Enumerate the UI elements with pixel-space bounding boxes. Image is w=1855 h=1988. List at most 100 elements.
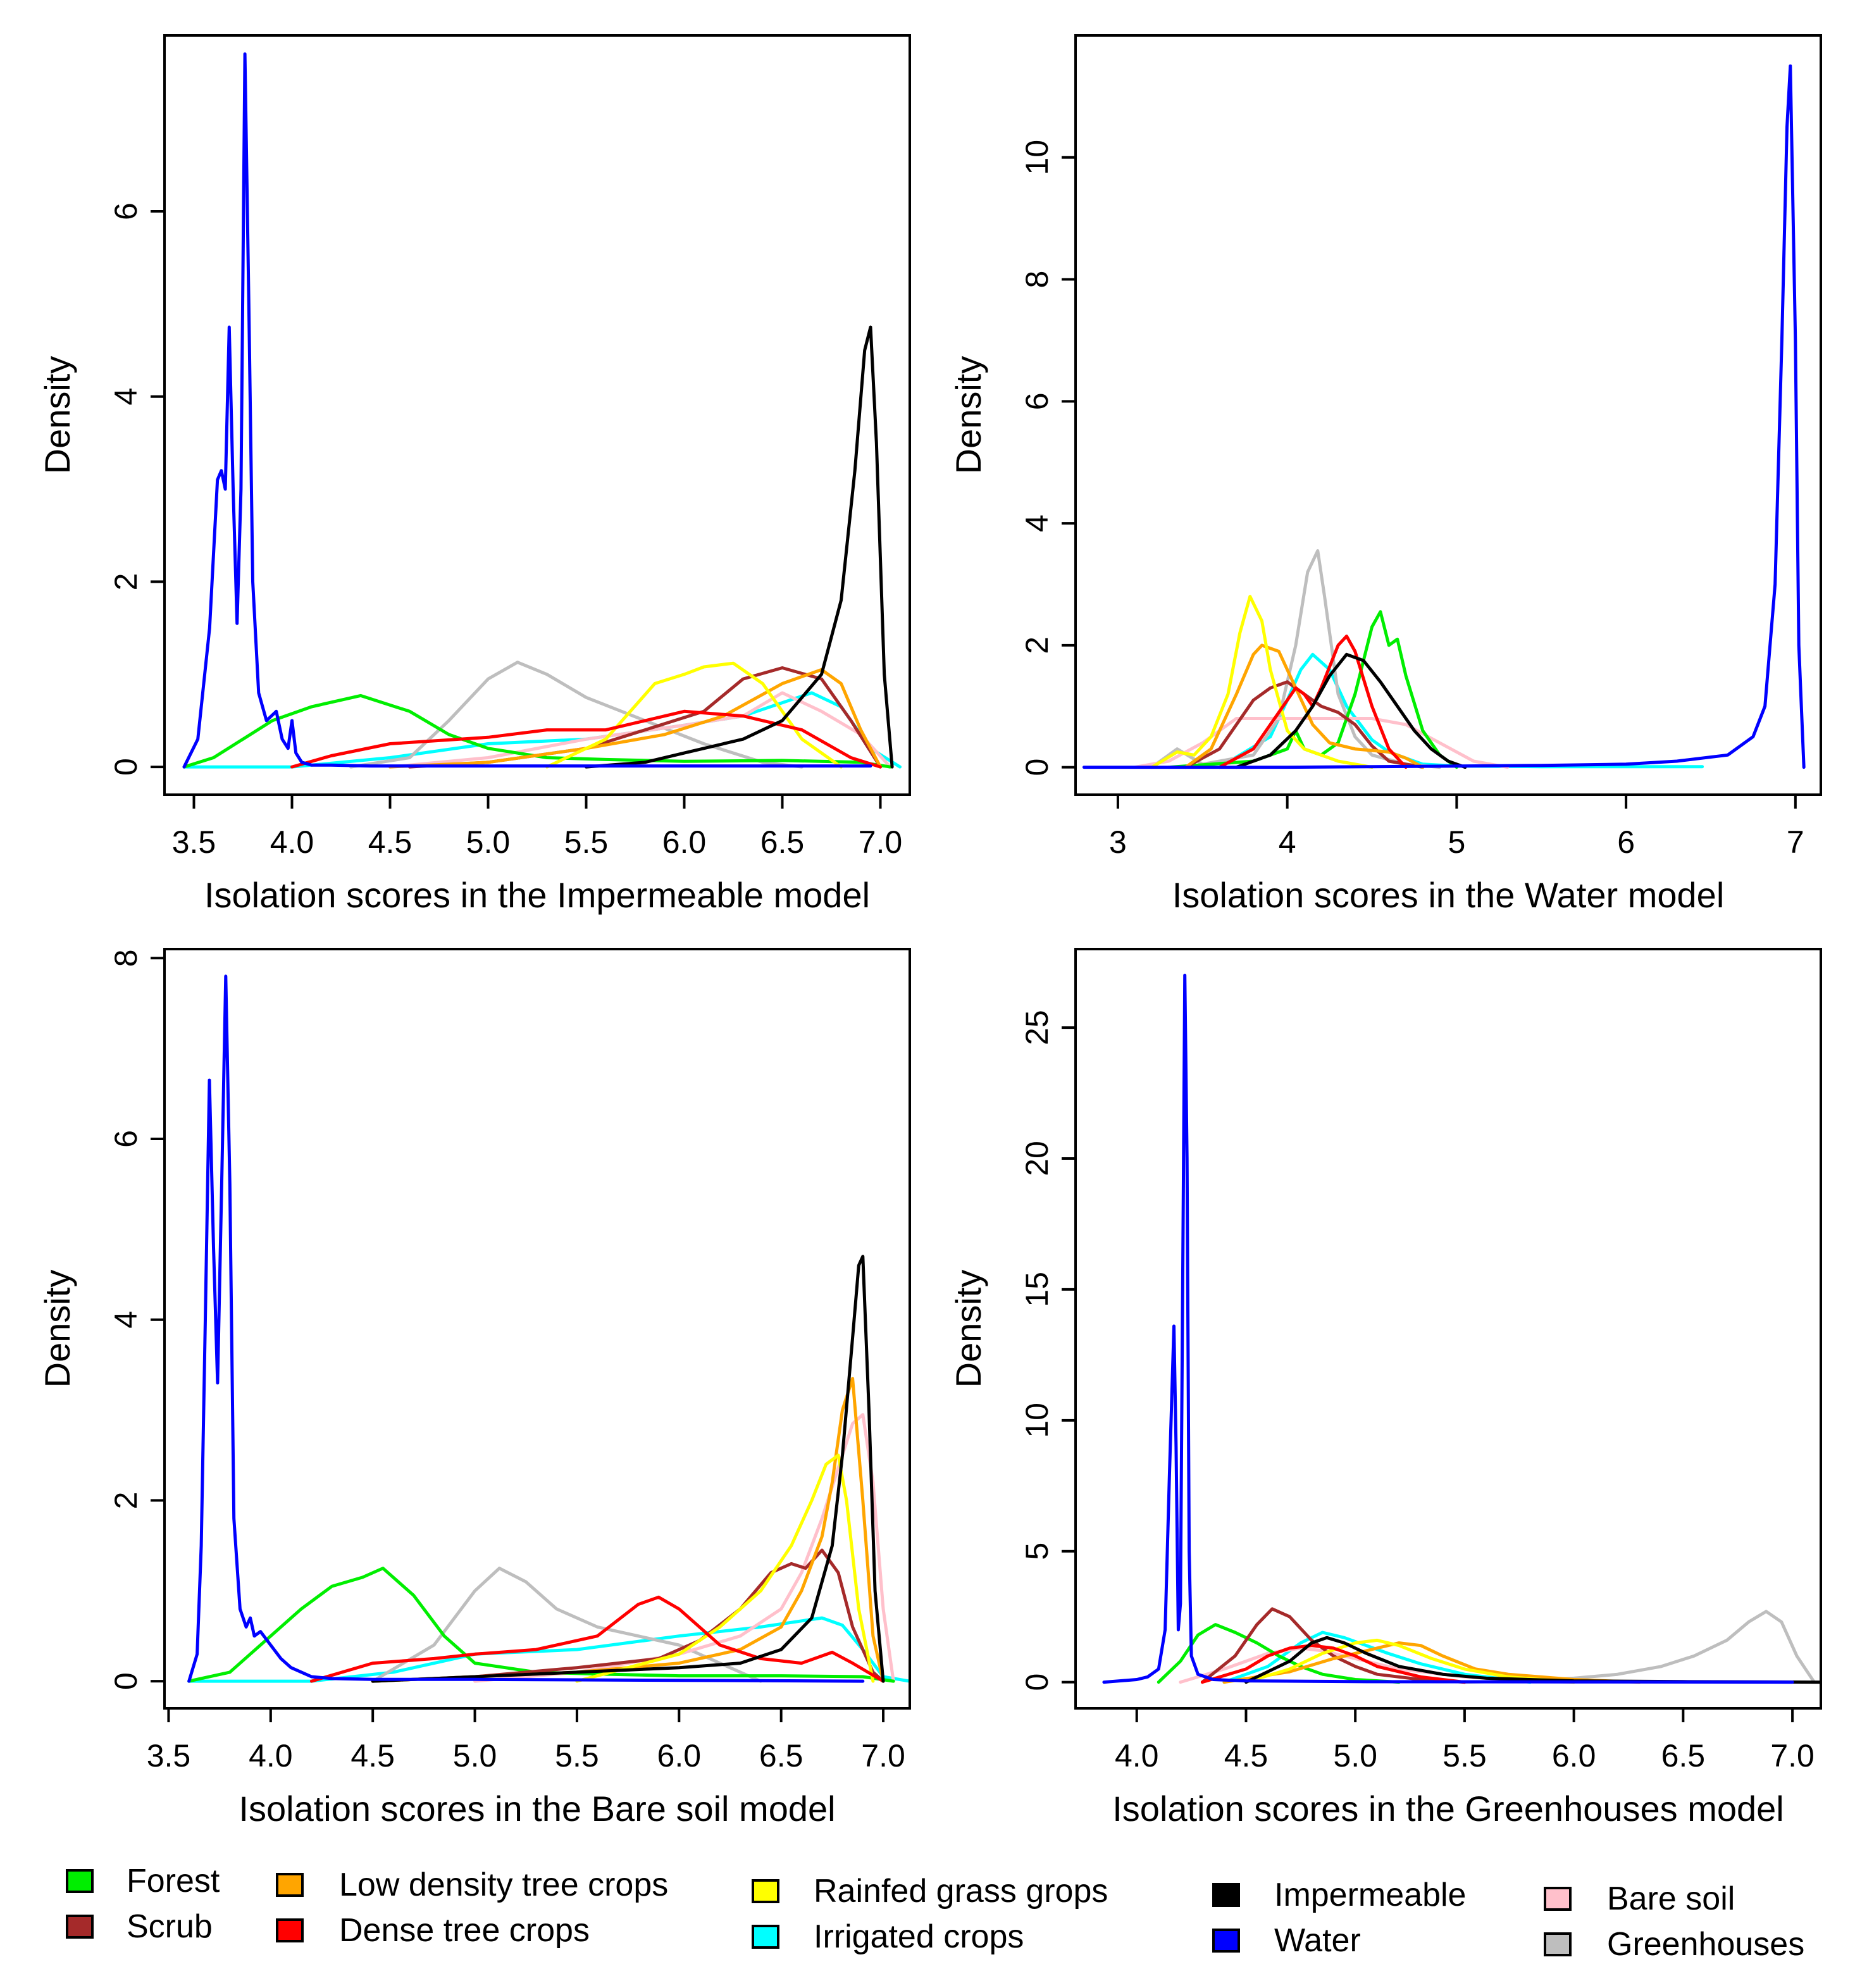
y-axis-label: Density xyxy=(948,1270,988,1388)
series-line-impermeable xyxy=(1234,652,1467,769)
x-tick-label: 5.0 xyxy=(1333,1738,1377,1774)
x-tick-label: 6.0 xyxy=(1552,1738,1596,1774)
series-line-dense-tree-crops xyxy=(309,1595,885,1683)
legend-label-low-density-tree-crops: Low density tree crops xyxy=(339,1867,668,1903)
x-tick-label: 5.0 xyxy=(453,1738,497,1774)
y-tick-label: 0 xyxy=(1019,1674,1055,1691)
x-axis-label: Isolation scores in the Bare soil model xyxy=(239,1789,835,1829)
x-tick-label: 6.5 xyxy=(759,1738,803,1774)
x-tick-label: 6.0 xyxy=(662,824,707,860)
x-tick-label: 5.5 xyxy=(564,824,609,860)
legend: Forest Scrub Low density tree crops Dens… xyxy=(66,1863,1804,1963)
series-line-dense-tree-crops xyxy=(290,709,882,769)
legend-label-scrub: Scrub xyxy=(127,1908,213,1945)
y-tick-label: 10 xyxy=(1019,140,1055,175)
legend-swatch-water xyxy=(1212,1929,1240,1953)
x-tick-label: 3 xyxy=(1109,824,1127,860)
y-tick-label: 2 xyxy=(108,573,144,591)
x-tick-label: 5.5 xyxy=(555,1738,599,1774)
y-tick-label: 6 xyxy=(108,202,144,220)
x-tick-label: 3.5 xyxy=(172,824,216,860)
legend-label-forest: Forest xyxy=(127,1863,220,1899)
series-line-rainfed-grass-grops xyxy=(545,661,843,769)
x-tick-label: 6 xyxy=(1617,824,1635,860)
plot-frame xyxy=(1074,34,1822,796)
legend-swatch-impermeable xyxy=(1212,1883,1240,1907)
panel-impermeable: 3.5 4.0 4.5 5.0 5.5 6.0 6.5 7.0 0 2 4 6 Isolation sc… xyxy=(37,34,911,915)
legend-label-rainfed-grass-grops: Rainfed grass grops xyxy=(814,1873,1108,1910)
legend-label-greenhouses: Greenhouses xyxy=(1607,1926,1804,1963)
x-axis-label: Isolation scores in the Impermeable mode… xyxy=(204,875,870,915)
series-line-impermeable xyxy=(371,1255,885,1683)
plot-frame xyxy=(1074,948,1822,1710)
y-tick-label: 0 xyxy=(108,1672,144,1690)
series-group-water xyxy=(1082,64,1806,769)
y-tick-label: 15 xyxy=(1019,1272,1055,1307)
x-tick-label: 7.0 xyxy=(859,824,903,860)
series-line-scrub xyxy=(1200,1607,1467,1684)
y-tick-label: 6 xyxy=(1019,392,1055,410)
y-axis-label: Density xyxy=(37,356,77,475)
series-line-water xyxy=(182,52,872,769)
y-tick-label: 0 xyxy=(108,758,144,776)
series-line-scrub xyxy=(371,1548,885,1683)
y-tick-label: 6 xyxy=(108,1130,144,1148)
legend-swatch-forest xyxy=(66,1869,94,1893)
y-tick-label: 20 xyxy=(1019,1141,1055,1176)
x-tick-label: 6.5 xyxy=(1661,1738,1706,1774)
legend-label-irrigated-crops: Irrigated crops xyxy=(814,1918,1024,1955)
x-tick-label: 4.0 xyxy=(270,824,314,860)
panels: 3.5 4.0 4.5 5.0 5.5 6.0 6.5 7.0 0 2 4 6 Isolation sc… xyxy=(37,34,1822,1829)
x-tick-label: 7.0 xyxy=(1770,1738,1815,1774)
series-line-dense-tree-crops xyxy=(1200,1644,1467,1684)
series-line-rainfed-grass-grops xyxy=(1244,1638,1576,1684)
legend-swatch-dense-tree-crops xyxy=(276,1918,304,1942)
y-tick-label: 0 xyxy=(1019,759,1055,776)
legend-swatch-greenhouses xyxy=(1544,1932,1572,1956)
x-tick-label: 4.5 xyxy=(351,1738,395,1774)
x-tick-label: 6.0 xyxy=(657,1738,702,1774)
y-tick-label: 5 xyxy=(1019,1543,1055,1560)
series-group-bare-soil xyxy=(187,974,910,1683)
legend-label-dense-tree-crops: Dense tree crops xyxy=(339,1912,590,1949)
y-tick-label: 4 xyxy=(108,1311,144,1329)
x-tick-label: 4.0 xyxy=(249,1738,293,1774)
x-tick-label: 4.5 xyxy=(368,824,413,860)
x-tick-label: 4.0 xyxy=(1115,1738,1159,1774)
series-line-low-density-tree-crops xyxy=(1222,1641,1641,1684)
y-tick-label: 10 xyxy=(1019,1403,1055,1438)
x-axis-label: Isolation scores in the Water model xyxy=(1172,875,1725,915)
legend-swatch-low-density-tree-crops xyxy=(276,1873,304,1897)
x-tick-label: 7 xyxy=(1787,824,1804,860)
legend-label-bare-soil: Bare soil xyxy=(1607,1880,1735,1917)
plot-frame xyxy=(163,34,911,796)
y-tick-label: 8 xyxy=(1019,271,1055,289)
x-tick-label: 6.5 xyxy=(760,824,805,860)
y-tick-label: 2 xyxy=(1019,637,1055,654)
legend-swatch-scrub xyxy=(66,1915,94,1939)
series-line-forest xyxy=(187,1567,895,1683)
x-tick-label: 4.5 xyxy=(1224,1738,1269,1774)
legend-swatch-rainfed-grass-grops xyxy=(752,1879,779,1903)
panel-greenhouses: 4.0 4.5 5.0 5.5 6.0 6.5 7.0 0 5 10 15 20 25 Isolation… xyxy=(948,948,1822,1829)
series-line-low-density-tree-crops xyxy=(371,1377,885,1683)
series-line-water xyxy=(187,974,865,1683)
y-tick-label: 25 xyxy=(1019,1010,1055,1045)
y-axis-label: Density xyxy=(948,356,988,475)
x-tick-label: 5.5 xyxy=(1442,1738,1487,1774)
series-line-rainfed-grass-grops xyxy=(1150,595,1374,769)
series-line-rainfed-grass-grops xyxy=(575,1453,875,1683)
panel-bare-soil: 3.5 4.0 4.5 5.0 5.5 6.0 6.5 7.0 0 2 4 6 8 Isolation s… xyxy=(37,948,911,1829)
y-tick-label: 2 xyxy=(108,1492,144,1510)
plot-frame xyxy=(163,948,911,1710)
x-tick-label: 5.0 xyxy=(466,824,511,860)
panel-water: 3 4 5 6 7 0 2 4 6 8 10 Isolation scores in the Wate… xyxy=(948,34,1822,915)
x-tick-label: 4 xyxy=(1279,824,1296,860)
y-tick-label: 4 xyxy=(108,388,144,406)
legend-label-water: Water xyxy=(1274,1922,1361,1959)
y-axis-label: Density xyxy=(37,1270,77,1388)
x-tick-label: 7.0 xyxy=(861,1738,905,1774)
series-line-impermeable xyxy=(585,325,894,769)
